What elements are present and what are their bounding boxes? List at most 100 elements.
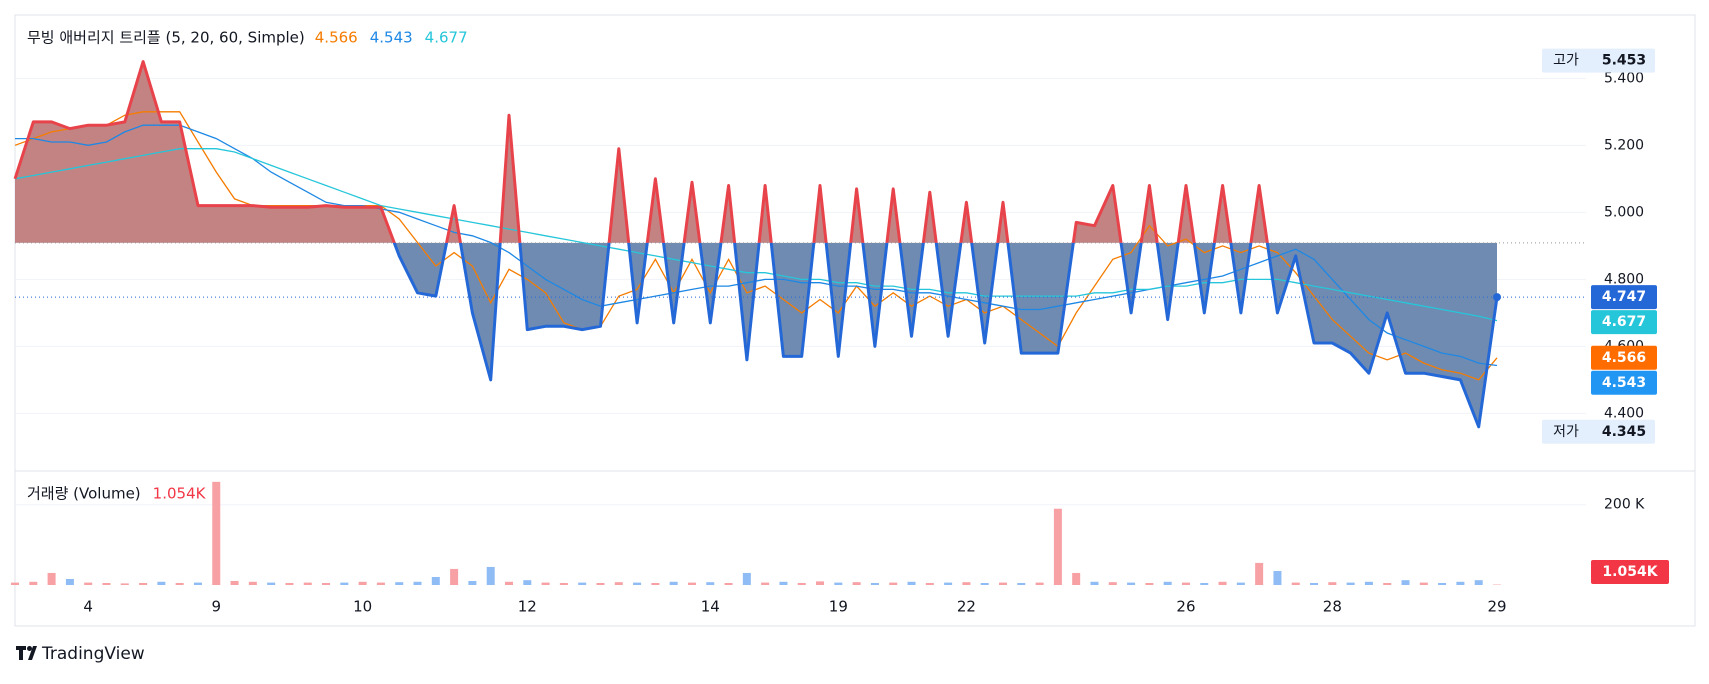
volume-bar (322, 583, 330, 585)
volume-bar (1383, 583, 1391, 585)
high-value: 5.453 (1602, 53, 1646, 69)
high-label: 고가 (1553, 53, 1579, 69)
x-tick-label: 14 (701, 598, 720, 616)
volume-bar (1310, 583, 1318, 585)
volume-bar (450, 569, 458, 585)
volume-bar (871, 583, 879, 585)
volume-bar (725, 583, 733, 585)
volume-bar (523, 580, 531, 585)
volume-badge-label: 1.054K (1602, 564, 1658, 580)
volume-bar (688, 583, 696, 585)
volume-bar (194, 583, 202, 585)
price-badge-label: 4.747 (1602, 289, 1646, 305)
volume-bar (1109, 582, 1117, 585)
volume-bar (816, 581, 824, 585)
volume-bar (1219, 582, 1227, 585)
x-tick-label: 9 (211, 598, 221, 616)
volume-bar (212, 482, 220, 585)
volume-bar (395, 582, 403, 585)
ma-legend-value: 4.566 (315, 29, 358, 47)
volume-bar (834, 583, 842, 585)
volume-bar (1164, 582, 1172, 585)
volume-bar (1420, 583, 1428, 585)
volume-bar (157, 582, 165, 585)
y-tick-label: 5.400 (1604, 70, 1644, 86)
volume-bar (596, 583, 604, 585)
x-tick-label: 10 (353, 598, 372, 616)
ma-legend-title: 무빙 애버리지 트리플 (5, 20, 60, Simple) (27, 29, 305, 47)
volume-bar (1072, 573, 1080, 585)
volume-bar (1292, 583, 1300, 585)
volume-bar (84, 583, 92, 585)
volume-bar (249, 582, 257, 585)
volume-legend-title: 거래량 (Volume) (27, 485, 141, 503)
ma-legend-value: 4.543 (370, 29, 413, 47)
volume-bar (1017, 583, 1025, 585)
volume-bar (1456, 582, 1464, 585)
volume-bar (779, 582, 787, 585)
volume-bar (66, 579, 74, 585)
volume-bar (432, 577, 440, 585)
x-tick-label: 28 (1323, 598, 1342, 616)
volume-bar (29, 582, 37, 585)
logo (16, 646, 37, 660)
y-tick-label: 4.800 (1604, 271, 1644, 287)
volume-bar (121, 583, 129, 585)
volume-bar (1127, 583, 1135, 585)
volume-bar (798, 583, 806, 585)
volume-bar (999, 583, 1007, 585)
x-tick-label: 22 (957, 598, 976, 616)
x-tick-label: 4 (83, 598, 93, 616)
volume-bar (578, 583, 586, 585)
volume-bar (139, 583, 147, 585)
volume-bar (102, 583, 110, 585)
volume-bar (1347, 583, 1355, 585)
volume-bar (468, 581, 476, 585)
volume-bar (1090, 582, 1098, 585)
volume-bar (1475, 580, 1483, 585)
volume-bar (962, 582, 970, 585)
volume-bar (944, 583, 952, 585)
volume-bar (1200, 583, 1208, 585)
volume-bar (231, 581, 239, 585)
volume-bar (542, 583, 550, 585)
x-tick-label: 19 (829, 598, 848, 616)
volume-bar (670, 582, 678, 585)
volume-bar (706, 582, 714, 585)
volume-bar (560, 583, 568, 585)
ma-legend-value: 4.677 (425, 29, 468, 47)
volume-bar (651, 583, 659, 585)
volume-bar (1365, 582, 1373, 585)
price-badge-label: 4.566 (1602, 350, 1646, 366)
y-tick-label: 4.400 (1604, 405, 1644, 421)
volume-bar (340, 583, 348, 585)
volume-bar (761, 583, 769, 585)
volume-bar (633, 583, 641, 585)
volume-bar (505, 582, 513, 585)
volume-bar (1255, 563, 1263, 585)
volume-bar (487, 567, 495, 585)
volume-bar (1237, 583, 1245, 585)
volume-bar (304, 583, 312, 585)
volume-legend-value: 1.054K (153, 485, 207, 503)
volume-bar (1402, 580, 1410, 585)
y-tick-label: 5.000 (1604, 204, 1644, 220)
volume-bar (1328, 582, 1336, 585)
price-badge-label: 4.677 (1602, 314, 1646, 330)
watermark: TradingView (41, 644, 145, 664)
volume-bar (1036, 583, 1044, 585)
low-label: 저가 (1553, 424, 1579, 440)
price-badge-label: 4.543 (1602, 375, 1646, 391)
volume-bar (1182, 583, 1190, 585)
volume-tick-label: 200 K (1604, 497, 1645, 513)
volume-bar (267, 583, 275, 585)
volume-bar (11, 583, 19, 585)
low-value: 4.345 (1602, 424, 1646, 440)
volume-bar (377, 583, 385, 585)
x-tick-label: 29 (1487, 598, 1506, 616)
volume-bar (1054, 509, 1062, 585)
volume-bar (176, 583, 184, 585)
volume-bar (889, 583, 897, 585)
volume-bar (414, 582, 422, 585)
